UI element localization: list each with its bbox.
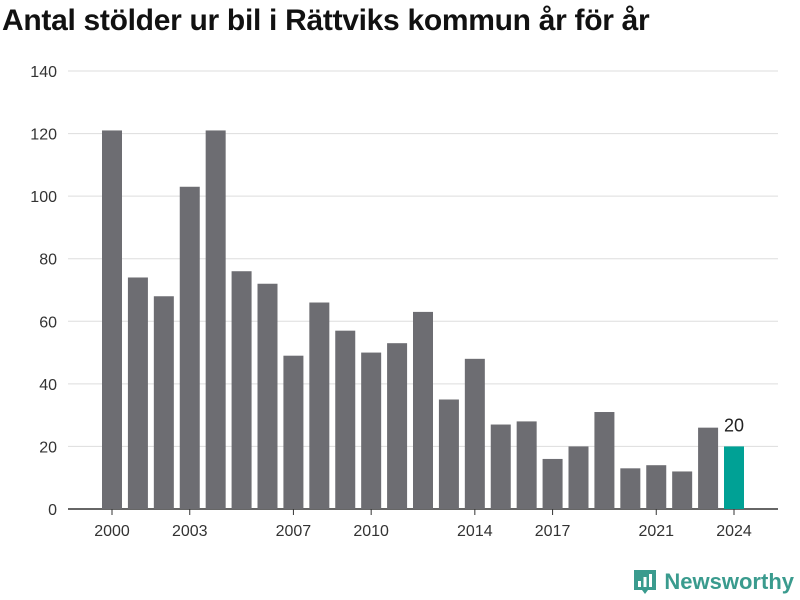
y-axis-ticks: 0 20 40 60 80 100 120 140 — [30, 64, 57, 519]
bar-2015 — [490, 424, 511, 509]
bar-2019 — [594, 412, 615, 509]
bar-2001 — [127, 277, 148, 509]
bar-2008 — [309, 302, 330, 509]
x-axis-ticks: 2000 2003 2007 2010 2014 2017 2021 2024 — [94, 509, 752, 540]
y-tick-label: 60 — [39, 314, 57, 331]
bar-2023 — [698, 427, 719, 509]
bar-2020 — [620, 468, 641, 509]
y-tick-label: 40 — [39, 377, 57, 394]
y-tick-label: 100 — [30, 189, 57, 206]
y-tick-label: 0 — [48, 502, 57, 519]
x-tick-label: 2003 — [172, 523, 208, 540]
bar-2006 — [257, 283, 278, 509]
bar-2022 — [672, 471, 693, 509]
x-tick-label: 2014 — [457, 523, 493, 540]
bar-2011 — [387, 343, 408, 509]
chart-title: Antal stölder ur bil i Rättviks kommun å… — [2, 4, 650, 37]
brand-name: Newsworthy — [664, 569, 794, 594]
bar-2018 — [568, 446, 589, 509]
bar-2004 — [205, 130, 226, 509]
bar-2000 — [102, 130, 122, 509]
data-label-2024: 20 — [724, 415, 744, 435]
brand: Newsworthy — [632, 568, 794, 596]
x-tick-label: 2010 — [353, 523, 389, 540]
y-tick-label: 140 — [30, 64, 57, 81]
newsworthy-logo-icon — [634, 570, 657, 594]
y-tick-label: 120 — [30, 127, 57, 144]
x-tick-label: 2017 — [535, 523, 571, 540]
bar-2014 — [464, 358, 485, 509]
bar-2012 — [413, 311, 433, 509]
bar-2009 — [335, 330, 356, 509]
bars — [102, 130, 744, 509]
x-tick-label: 2007 — [276, 523, 312, 540]
bar-2010 — [361, 352, 382, 509]
bar-2007 — [283, 355, 304, 509]
x-tick-label: 2000 — [94, 523, 130, 540]
bar-2024 — [724, 446, 744, 509]
bar-2016 — [516, 421, 537, 509]
bar-2013 — [438, 399, 459, 509]
bar-2017 — [542, 458, 563, 509]
x-tick-label: 2024 — [716, 523, 752, 540]
y-tick-label: 80 — [39, 252, 57, 269]
bar-2003 — [179, 186, 200, 509]
y-tick-label: 20 — [39, 439, 57, 456]
data-labels: 20 — [724, 415, 744, 435]
bar-2005 — [231, 271, 252, 509]
x-tick-label: 2021 — [638, 523, 674, 540]
bar-2002 — [153, 296, 174, 509]
bar-2021 — [646, 465, 667, 509]
